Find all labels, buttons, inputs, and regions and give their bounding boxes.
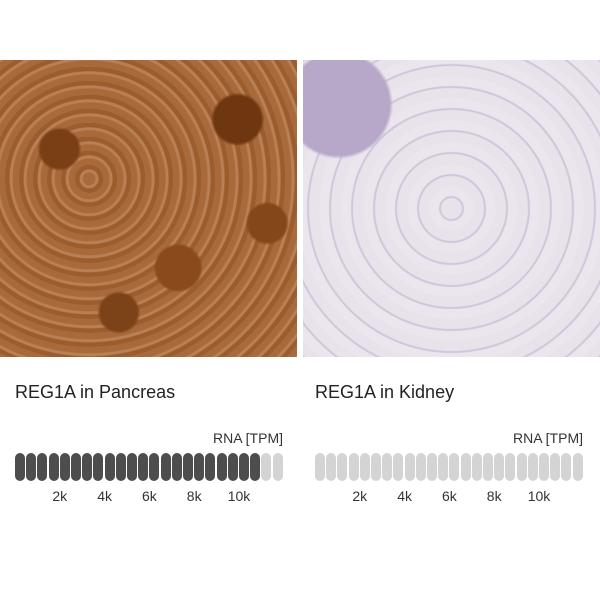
rna-bar-segment (48, 453, 59, 481)
rna-tick-label: 4k (397, 488, 412, 504)
pancreas-rna-label: RNA [TPM] (212, 430, 283, 446)
rna-tick-label: 10k (527, 488, 551, 504)
rna-bar-segment (415, 453, 426, 481)
kidney-tissue-image (303, 60, 600, 357)
rna-bar-segment (359, 453, 370, 481)
rna-bar-segment (160, 453, 171, 481)
rna-bar-segment (194, 453, 205, 481)
rna-tick-label: 8k (486, 488, 502, 504)
rna-bar-segment (239, 453, 249, 481)
rna-bar-segment (216, 453, 227, 481)
rna-bar-segment (115, 453, 126, 481)
rna-bar-segment (37, 453, 48, 481)
rna-bar-segment (315, 453, 325, 481)
rna-bar-segment (272, 453, 283, 481)
rna-bar-segment (382, 453, 393, 481)
rna-tick-label: 10k (227, 488, 251, 504)
rna-bar-segment (471, 453, 482, 481)
rna-bar-segment (393, 453, 404, 481)
rna-bar-segment (93, 453, 104, 481)
rna-bar-segment (250, 453, 261, 481)
rna-bar-segment (15, 453, 25, 481)
rna-tick-label: 2k (352, 488, 368, 504)
rna-bar-segment (138, 453, 149, 481)
rna-bar-segment (494, 453, 505, 481)
rna-bar-segment (183, 453, 193, 481)
rna-bar-segment (483, 453, 493, 481)
rna-bar-segment (104, 453, 115, 481)
rna-bar-segment (227, 453, 238, 481)
rna-bar-segment (505, 453, 516, 481)
rna-bar-segment (326, 453, 337, 481)
rna-bar-segment (460, 453, 471, 481)
rna-bar-segment (348, 453, 359, 481)
rna-bar-segment (82, 453, 93, 481)
rna-bar-segment (449, 453, 460, 481)
rna-bar-segment (516, 453, 527, 481)
kidney-rna-label: RNA [TPM] (512, 430, 583, 446)
rna-bar-segment (149, 453, 160, 481)
rna-bar-segment (26, 453, 37, 481)
rna-tick-label: 8k (186, 488, 202, 504)
rna-tick-label: 6k (141, 488, 157, 504)
pancreas-title: REG1A in Pancreas (15, 382, 176, 402)
pancreas-tissue-image (0, 60, 297, 357)
rna-bar-segment (572, 453, 583, 481)
rna-bar-segment (404, 453, 415, 481)
rna-bar-segment (337, 453, 348, 481)
rna-bar-segment (205, 453, 216, 481)
rna-bar-segment (59, 453, 70, 481)
rna-bar-segment (71, 453, 81, 481)
rna-bar-segment (127, 453, 137, 481)
rna-tick-label: 2k (52, 488, 68, 504)
rna-bar-segment (550, 453, 561, 481)
rna-bar-segment (371, 453, 381, 481)
rna-bar-segment (527, 453, 538, 481)
kidney-title: REG1A in Kidney (315, 382, 455, 402)
rna-tick-label: 4k (97, 488, 112, 504)
rna-bar-segment (171, 453, 182, 481)
rna-tick-label: 6k (441, 488, 457, 504)
rna-bar-segment (438, 453, 449, 481)
rna-bar-segment (261, 453, 272, 481)
rna-bar-segment (561, 453, 572, 481)
rna-bar-segment (427, 453, 437, 481)
rna-bar-segment (539, 453, 549, 481)
